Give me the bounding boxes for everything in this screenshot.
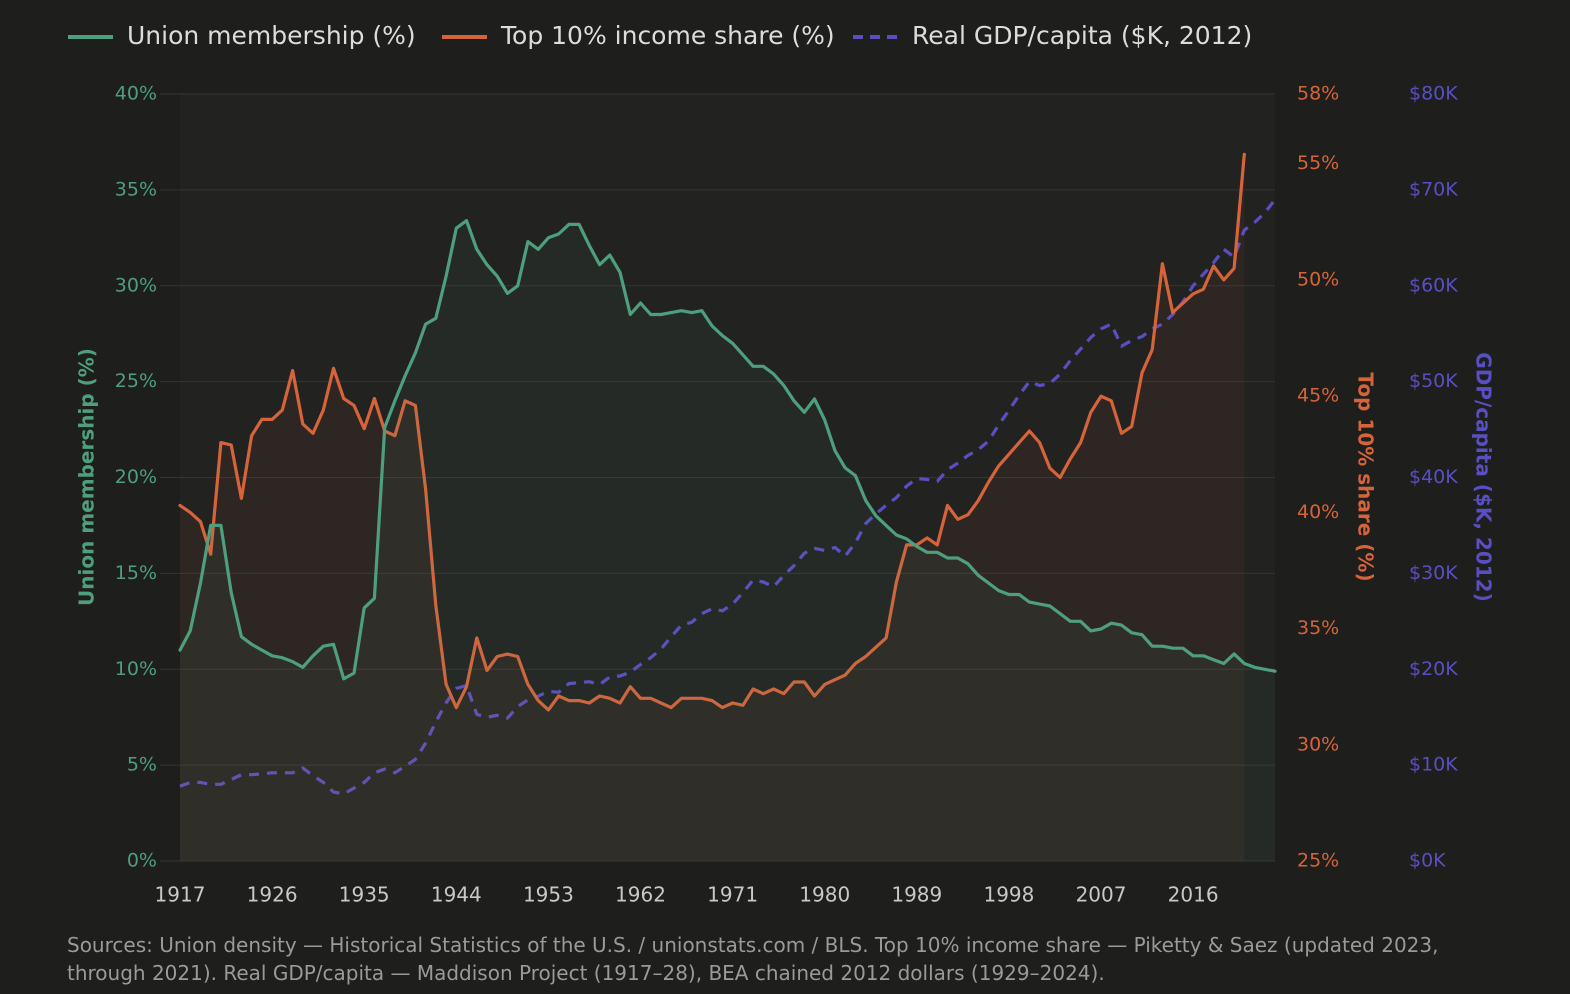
- y3-tick-label: $30K: [1409, 562, 1458, 584]
- series-area: [180, 220, 1275, 862]
- y3-tick-label: $20K: [1409, 658, 1458, 680]
- y-tick-label: 10%: [115, 658, 157, 680]
- x-tick-label: 2016: [1168, 883, 1219, 907]
- y-tick-label: 35%: [115, 178, 157, 200]
- y-axis-title: Union membership (%): [75, 348, 99, 606]
- y-tick-label: 0%: [127, 850, 157, 872]
- x-tick-label: 1944: [431, 883, 482, 907]
- y3-axis-title: GDP/capita ($K, 2012): [1472, 352, 1496, 601]
- legend-label: Union membership (%): [127, 21, 416, 50]
- source-note: Sources: Union density — Historical Stat…: [67, 933, 1438, 957]
- y2-tick-label: 30%: [1297, 733, 1339, 755]
- y2-tick-label: 45%: [1297, 385, 1339, 407]
- x-tick-label: 1971: [707, 883, 758, 907]
- series-line: [179, 198, 1277, 796]
- legend-label: Top 10% income share (%): [500, 21, 835, 50]
- y3-tick-label: $70K: [1409, 178, 1458, 200]
- y-tick-label: 25%: [115, 370, 157, 392]
- series-line: [178, 152, 1246, 712]
- x-tick-label: 1953: [523, 883, 574, 907]
- y2-tick-label: 35%: [1297, 617, 1339, 639]
- y3-tick-label: $0K: [1409, 850, 1446, 872]
- y2-axis-title: Top 10% share (%): [1354, 372, 1378, 581]
- y2-tick-label: 58%: [1297, 83, 1339, 105]
- x-tick-label: 1917: [155, 883, 206, 907]
- y2-tick-label: 55%: [1297, 152, 1339, 174]
- y3-tick-label: $50K: [1409, 370, 1458, 392]
- y3-tick-label: $10K: [1409, 754, 1458, 776]
- y3-tick-label: $40K: [1409, 466, 1458, 488]
- source-note: through 2021). Real GDP/capita — Maddiso…: [67, 961, 1105, 985]
- x-tick-label: 1962: [615, 883, 666, 907]
- legend-label: Real GDP/capita ($K, 2012): [912, 21, 1252, 50]
- x-tick-label: 1926: [247, 883, 298, 907]
- y-tick-label: 15%: [115, 562, 157, 584]
- x-tick-label: 1935: [339, 883, 390, 907]
- y-tick-label: 5%: [127, 754, 157, 776]
- y2-tick-label: 50%: [1297, 268, 1339, 290]
- x-tick-label: 1989: [891, 883, 942, 907]
- y2-tick-label: 25%: [1297, 850, 1339, 872]
- x-tick-label: 2007: [1076, 883, 1127, 907]
- y3-tick-label: $80K: [1409, 83, 1458, 105]
- y-tick-label: 30%: [115, 274, 157, 296]
- x-tick-label: 1980: [799, 883, 850, 907]
- y3-tick-label: $60K: [1409, 274, 1458, 296]
- x-tick-label: 1998: [983, 883, 1034, 907]
- series-line: [178, 219, 1277, 681]
- y-tick-label: 20%: [115, 466, 157, 488]
- y2-tick-label: 40%: [1297, 501, 1339, 523]
- y-tick-label: 40%: [115, 83, 157, 105]
